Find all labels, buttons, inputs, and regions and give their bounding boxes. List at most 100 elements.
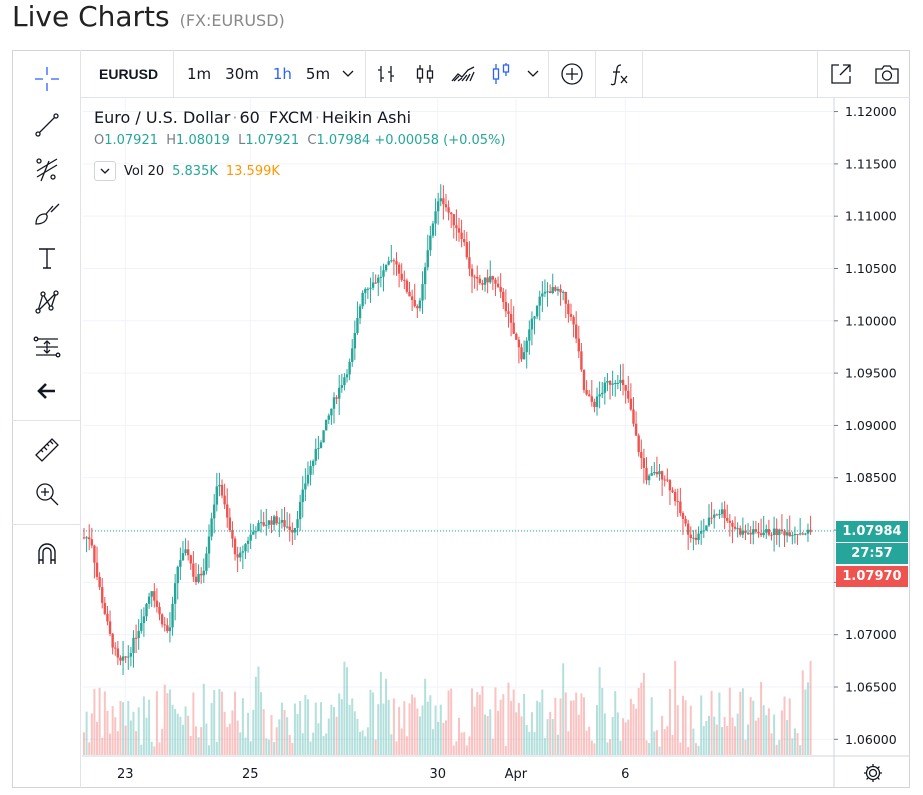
candle-body	[374, 282, 377, 284]
volume-bar	[114, 717, 117, 755]
ruler-icon[interactable]	[12, 432, 81, 468]
back-arrow-icon[interactable]	[12, 373, 81, 409]
candle-body	[283, 520, 286, 527]
interval-1m[interactable]: 1m	[187, 64, 212, 83]
volume-bar	[421, 705, 424, 755]
bar-chart-icon[interactable]	[370, 50, 404, 98]
fib-icon[interactable]	[12, 151, 81, 187]
candle-body	[780, 529, 784, 532]
candle-body	[637, 435, 640, 453]
volume-bar	[572, 700, 575, 755]
volume-bar	[635, 708, 638, 755]
candle-body	[199, 573, 203, 576]
candle-body	[306, 474, 310, 484]
prediction-icon[interactable]	[12, 329, 81, 365]
candle-body	[340, 385, 344, 388]
volume-bar	[351, 698, 354, 755]
symbol-search-button[interactable]: EURUSD	[99, 65, 159, 82]
area-chart-icon[interactable]	[446, 50, 480, 98]
volume-bar	[713, 716, 716, 755]
volume-bar	[809, 660, 812, 755]
candle-body	[473, 276, 476, 278]
legend-h-key: H	[166, 133, 177, 148]
volume-bar	[168, 689, 171, 755]
crosshair-icon[interactable]	[12, 61, 81, 97]
time-tick-label: 6	[621, 767, 629, 782]
volume-bar	[234, 691, 237, 755]
candle-body	[168, 627, 172, 632]
toolbar-divider	[595, 49, 597, 98]
candle-body	[197, 573, 200, 583]
volume-bar	[192, 692, 195, 755]
candle-body	[85, 537, 88, 539]
indicators-fx-icon[interactable]	[596, 50, 642, 98]
pattern-icon[interactable]	[12, 284, 81, 320]
candle-body	[598, 394, 601, 397]
candle-body	[616, 382, 620, 384]
volume-bar	[551, 719, 554, 755]
chevron-down-icon[interactable]	[337, 50, 359, 98]
candle-body	[293, 527, 297, 533]
candle-body	[653, 471, 656, 474]
candle-body	[494, 279, 497, 284]
candle-body	[574, 324, 578, 339]
volume-bar	[153, 746, 156, 755]
chevron-down-icon[interactable]	[522, 50, 544, 98]
candle-body	[530, 318, 534, 330]
volume-bar	[718, 692, 721, 755]
interval-30m[interactable]: 30m	[225, 64, 259, 83]
candle-body	[418, 300, 422, 309]
add-compare-icon[interactable]	[549, 50, 595, 98]
camera-icon[interactable]	[864, 50, 910, 98]
candle-body	[226, 504, 229, 518]
candle-body	[160, 614, 164, 625]
text-tool-icon[interactable]	[12, 240, 81, 276]
volume-bar	[806, 682, 809, 755]
volume-bar	[106, 710, 109, 755]
candle-body	[270, 520, 273, 525]
trend-line-icon[interactable]	[12, 107, 81, 143]
magnet-icon[interactable]	[12, 536, 81, 572]
volume-bar	[536, 700, 539, 755]
volume-bar	[429, 695, 432, 755]
settings-gear-icon[interactable]	[862, 762, 884, 784]
candle-body	[192, 563, 195, 577]
candle-body	[301, 489, 304, 502]
candle-body	[327, 415, 330, 420]
chevron-down-icon[interactable]	[94, 161, 116, 181]
volume-bar	[265, 738, 268, 755]
candle-body	[332, 397, 336, 409]
volume-bar	[377, 704, 380, 755]
volume-bar	[444, 720, 447, 755]
volume-bar	[374, 739, 377, 755]
candle-body	[684, 518, 687, 524]
brush-icon[interactable]	[12, 196, 81, 232]
toolbar-divider	[12, 524, 81, 525]
volume-bar	[478, 694, 481, 755]
volume-bar	[757, 717, 760, 755]
volume-bar	[554, 697, 557, 755]
volume-bar	[150, 741, 153, 755]
candle-body	[324, 419, 328, 431]
interval-5m[interactable]: 5m	[305, 64, 331, 83]
heikin-ashi-icon[interactable]	[484, 50, 518, 98]
candles-icon[interactable]	[408, 50, 442, 98]
volume-bar	[588, 726, 591, 755]
candle-body	[718, 514, 721, 516]
secondary-price-tag: 1.07970	[836, 566, 908, 587]
interval-1h[interactable]: 1h	[272, 64, 292, 83]
zoom-icon[interactable]	[12, 476, 81, 512]
candle-body	[403, 279, 406, 281]
volume-bar	[137, 707, 140, 755]
volume-bar	[476, 692, 479, 755]
popout-icon[interactable]	[818, 50, 864, 98]
candle-body	[483, 277, 487, 285]
volume-bar	[200, 727, 203, 755]
candle-body	[660, 471, 664, 480]
candle-body	[496, 283, 500, 287]
candle-body	[150, 591, 153, 597]
candle-body	[421, 284, 424, 301]
volume-bar	[189, 735, 192, 755]
volume-bar	[645, 740, 648, 755]
